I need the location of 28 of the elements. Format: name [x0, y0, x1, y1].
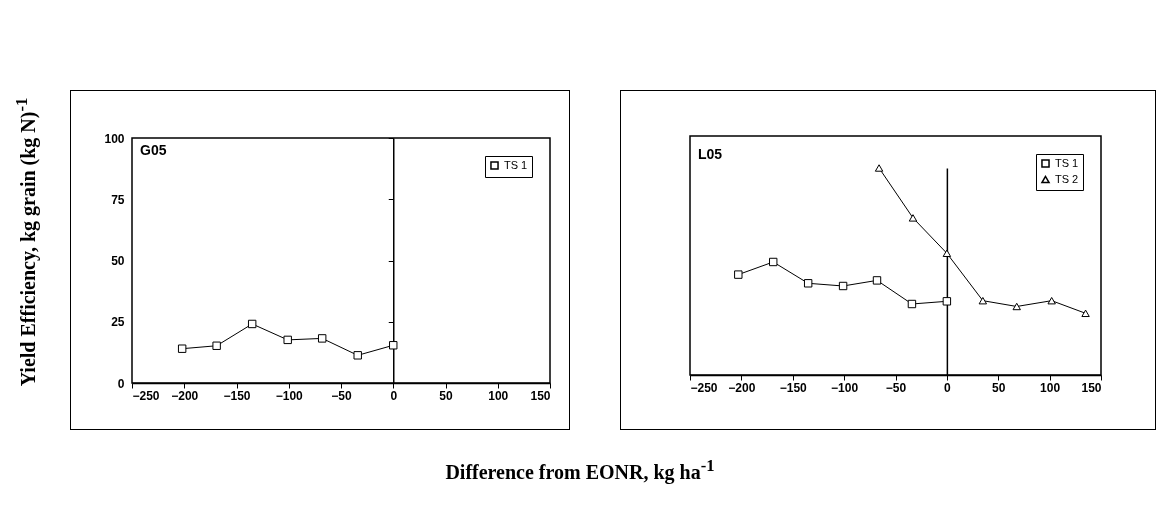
x-axis-title: Difference from EONR, kg ha$^{-1}$: [445, 456, 715, 484]
x-tick-label: −100: [275, 388, 304, 403]
x-tick-label: 100: [1040, 380, 1061, 395]
x-tick-label: 50: [992, 380, 1006, 395]
x-tick-label: −250: [690, 380, 718, 395]
x-tick-label: 150: [1081, 380, 1102, 395]
chart-title: L05: [698, 146, 723, 162]
y-tick-label: 50: [111, 254, 125, 268]
x-tick-label: 100: [488, 388, 509, 403]
legend-label: TS 2: [1055, 172, 1079, 185]
chart-title: G05: [140, 142, 167, 158]
legend-label: TS 1: [1055, 156, 1079, 169]
x-tick-label: −150: [779, 380, 808, 395]
x-tick-label: 0: [944, 380, 952, 395]
x-tick-label: −200: [171, 388, 199, 403]
legend-label: TS 1: [504, 158, 528, 171]
x-tick-label: −250: [132, 388, 160, 403]
y-tick-label: 25: [111, 315, 125, 330]
x-tick-label: −50: [885, 380, 907, 395]
x-tick-label: −50: [331, 388, 352, 403]
x-tick-label: 150: [530, 388, 551, 403]
x-tick-label: −150: [223, 388, 251, 403]
x-tick-label: 50: [439, 388, 453, 403]
x-tick-label: 0: [390, 388, 398, 403]
y-tick-label: 100: [104, 131, 125, 146]
x-tick-label: −200: [728, 380, 756, 395]
y-tick-label: 75: [111, 192, 125, 207]
x-tick-label: −100: [831, 380, 859, 395]
